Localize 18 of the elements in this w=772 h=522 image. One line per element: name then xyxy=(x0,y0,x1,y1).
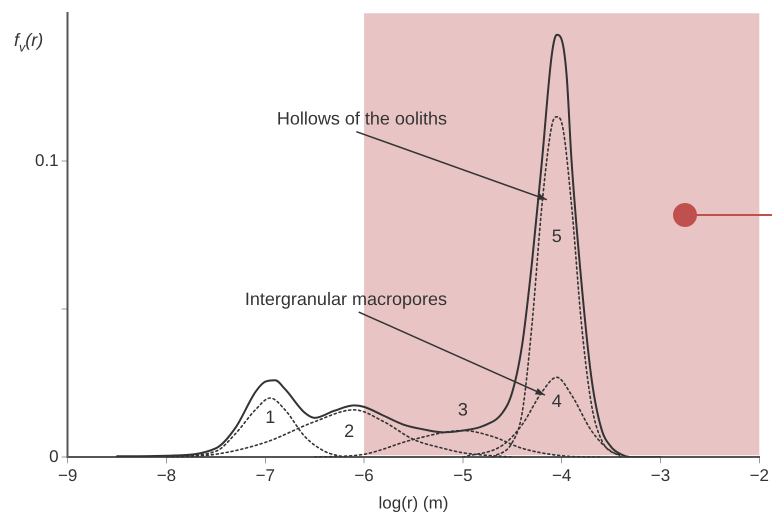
x-axis-title: log(r) (m) xyxy=(378,493,448,512)
series-label: 2 xyxy=(344,420,354,441)
x-tick-label: −4 xyxy=(552,466,572,486)
x-tick-label: −9 xyxy=(58,466,78,486)
x-tick-label: −8 xyxy=(156,466,176,486)
x-tick-label: −5 xyxy=(453,466,473,486)
series-label: 3 xyxy=(458,400,468,420)
annotation: Hollows of the ooliths xyxy=(276,108,447,129)
x-tick-label: −3 xyxy=(650,466,670,486)
y-tick-label: 0 xyxy=(49,446,59,466)
x-tick-label: −7 xyxy=(256,466,275,486)
series-label: 4 xyxy=(552,391,562,412)
series-label: 5 xyxy=(552,226,562,246)
y-tick-label: 0.1 xyxy=(34,150,59,170)
x-tick-label: −2 xyxy=(750,466,770,486)
annotation: Intergranular macropores xyxy=(244,289,447,310)
x-tick-label: −6 xyxy=(354,466,374,486)
series-label: 1 xyxy=(265,406,276,427)
